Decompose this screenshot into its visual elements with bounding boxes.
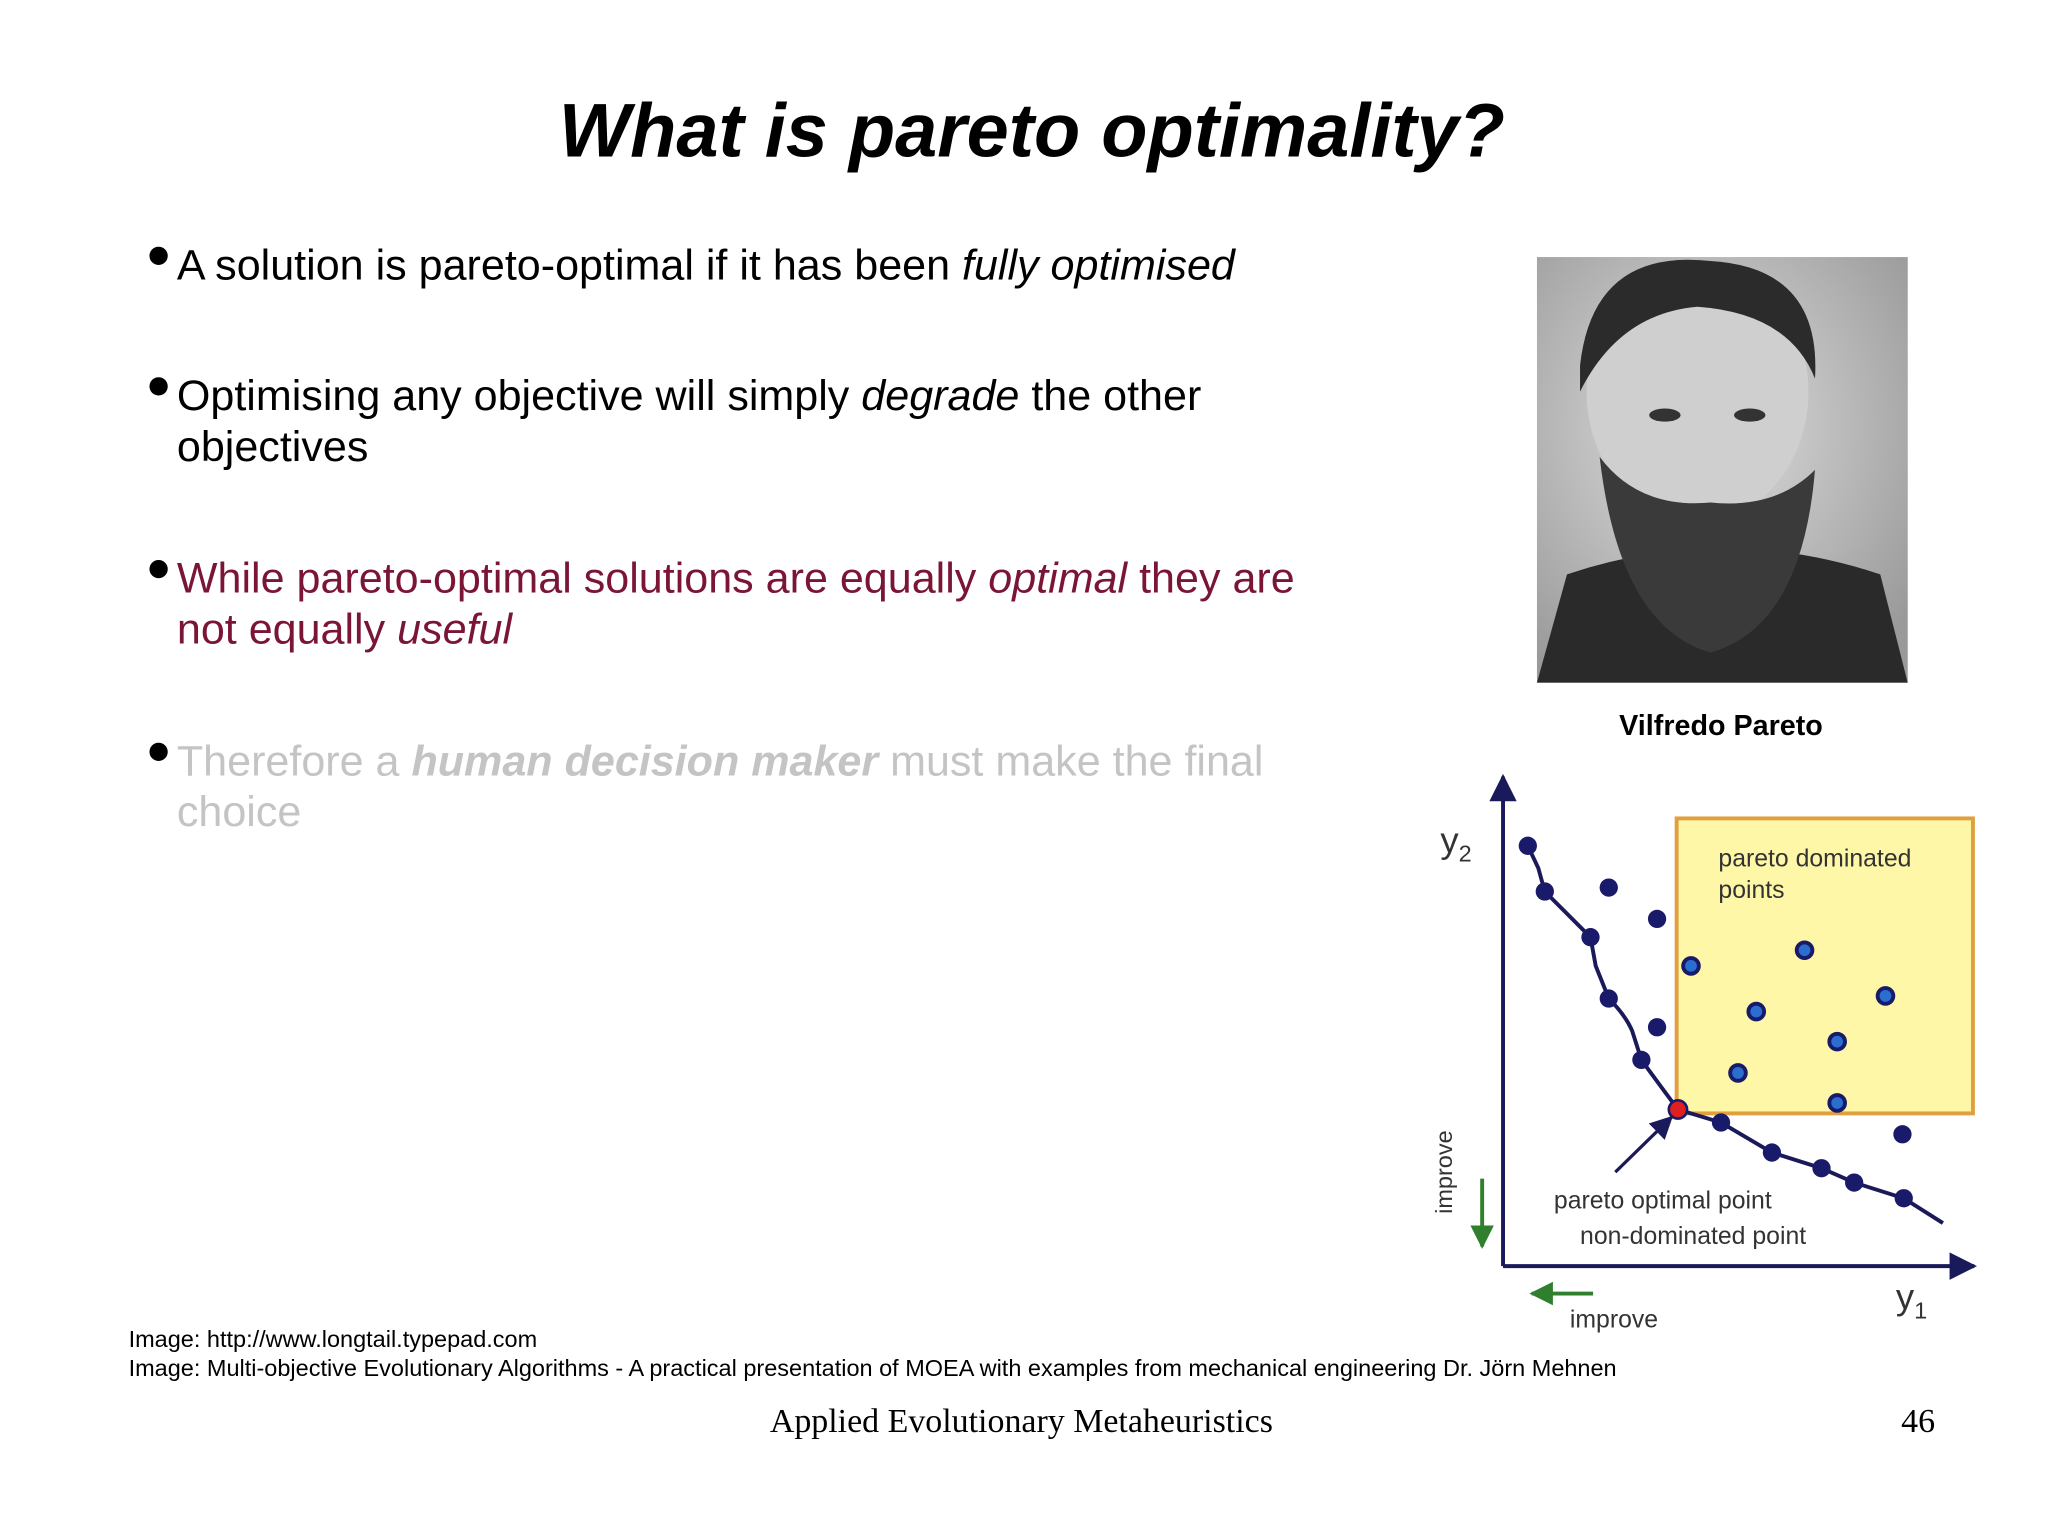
box-label: points: [1718, 877, 1784, 904]
x-axis-label: y1: [1896, 1276, 1927, 1323]
bullet-text: choice: [177, 788, 301, 836]
credit: Image: Multi-objective Evolutionary Algo…: [129, 1355, 1617, 1381]
dominated-region: [1674, 816, 1975, 1116]
bullet-text: While pareto-optimal solutions are equal…: [177, 555, 1295, 603]
text: Optimising any objective will simply: [177, 372, 861, 420]
bullet-text: not equally useful: [177, 605, 514, 653]
optimal-label: non-dominated point: [1580, 1223, 1806, 1250]
points: [1518, 836, 1913, 1208]
text: not equally: [177, 605, 397, 653]
bullet-text: Therefore a human decision maker must ma…: [177, 737, 1264, 785]
optimal-point: [1667, 1099, 1689, 1120]
subscript: 1: [1914, 1297, 1927, 1323]
bullet: [149, 742, 168, 761]
label: y: [1440, 819, 1459, 860]
bullet: [149, 559, 168, 579]
bullet: [149, 377, 168, 396]
optimal-label: pareto optimal point: [1554, 1188, 1772, 1215]
text: While pareto-optimal solutions are equal…: [177, 555, 988, 603]
bullet: [149, 246, 168, 265]
pareto-diagram: y2 y1 pareto dominated points pareto opt…: [1431, 773, 1977, 1333]
emphasis: useful: [397, 605, 513, 653]
emphasis: optimal: [988, 555, 1128, 603]
box-label: pareto dominated: [1718, 846, 1911, 873]
text: the other: [1019, 372, 1201, 420]
pointer-arrow: [1614, 1115, 1674, 1174]
text: A solution is pareto-optimal if it has b…: [177, 241, 962, 289]
title: What is pareto optimality?: [559, 89, 1505, 174]
emphasis: degrade: [861, 372, 1019, 420]
photo-caption: Vilfredo Pareto: [1619, 710, 1823, 742]
subscript: 2: [1459, 840, 1472, 866]
portrait: [1536, 257, 1908, 683]
credit: Image: http://www.longtail.typepad.com: [129, 1326, 538, 1352]
bullet-text: Optimising any objective will simply deg…: [177, 372, 1201, 420]
improve-label: improve: [1431, 1130, 1457, 1214]
text: must make the final: [878, 737, 1263, 785]
bullet-text: A solution is pareto-optimal if it has b…: [177, 241, 1237, 289]
emphasis: human decision maker: [411, 737, 880, 785]
dominated-points: [1681, 940, 1896, 1113]
footer-text: Applied Evolutionary Metaheuristics: [770, 1403, 1273, 1440]
page-number: 46: [1901, 1403, 1935, 1440]
text: Therefore a: [177, 737, 412, 785]
y-axis-label: y2: [1440, 819, 1471, 866]
label: y: [1896, 1276, 1915, 1317]
improve-label: improve: [1570, 1306, 1658, 1333]
text: they are: [1127, 555, 1295, 603]
bullet-text: objectives: [177, 423, 369, 471]
emphasis: fully optimised: [962, 241, 1237, 289]
